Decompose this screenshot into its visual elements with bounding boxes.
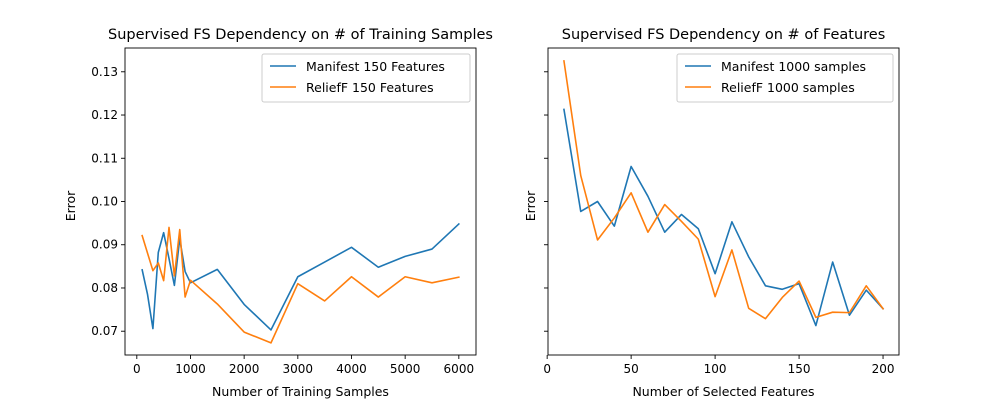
legend-label-manifest: Manifest 150 Features (306, 59, 445, 74)
x-tick-label: 0 (543, 362, 551, 376)
plot-area: 0 50 100 150 200 (543, 47, 900, 376)
y-axis-label: Error (63, 190, 78, 221)
series-line-manifest (563, 108, 885, 327)
x-tick-label: 4000 (336, 362, 367, 376)
x-tick-label: 1000 (175, 362, 206, 376)
y-tick-label: 0.11 (91, 151, 118, 165)
chart-title: Supervised FS Dependency on # of Feature… (562, 27, 886, 43)
series-line-manifest (141, 222, 460, 331)
y-tick-label: 0.10 (91, 195, 118, 209)
legend: Manifest 1000 samples ReliefF 1000 sampl… (676, 53, 894, 103)
x-tick-label: 2000 (229, 362, 260, 376)
y-tick-label: 0.07 (91, 324, 118, 338)
x-tick-label: 200 (872, 362, 895, 376)
y-tick-label: 0.08 (91, 281, 118, 295)
legend-frame (261, 53, 471, 103)
y-tick-label: 0.12 (91, 108, 118, 122)
y-tick-label: 0.13 (91, 65, 118, 79)
x-tick-label: 100 (704, 362, 727, 376)
legend: Manifest 150 Features ReliefF 150 Featur… (261, 53, 471, 103)
legend-label-relieff: ReliefF 150 Features (306, 80, 434, 95)
x-tick-label: 5000 (390, 362, 421, 376)
chart-training-samples: Supervised FS Dependency on # of Trainin… (63, 27, 493, 399)
x-tick-label: 6000 (444, 362, 475, 376)
x-tick-label: 50 (623, 362, 638, 376)
x-axis-label: Number of Training Samples (212, 384, 389, 399)
x-axis-label: Number of Selected Features (632, 384, 814, 399)
legend-label-relieff: ReliefF 1000 samples (721, 80, 855, 95)
chart-title: Supervised FS Dependency on # of Trainin… (108, 27, 493, 43)
series-line-relieff (563, 60, 885, 320)
x-tick-label: 0 (133, 362, 141, 376)
legend-frame (676, 53, 894, 103)
legend-label-manifest: Manifest 1000 samples (721, 59, 866, 74)
x-tick-label: 150 (788, 362, 811, 376)
series-line-relieff (141, 226, 460, 344)
y-axis-label: Error (523, 190, 538, 221)
y-tick-label: 0.09 (91, 238, 118, 252)
chart-selected-features: Supervised FS Dependency on # of Feature… (523, 27, 900, 399)
plot-area: 0 1000 2000 3000 4000 5000 6000 0.07 0.08 0.09 0.1… (91, 47, 477, 376)
x-tick-label: 3000 (283, 362, 314, 376)
